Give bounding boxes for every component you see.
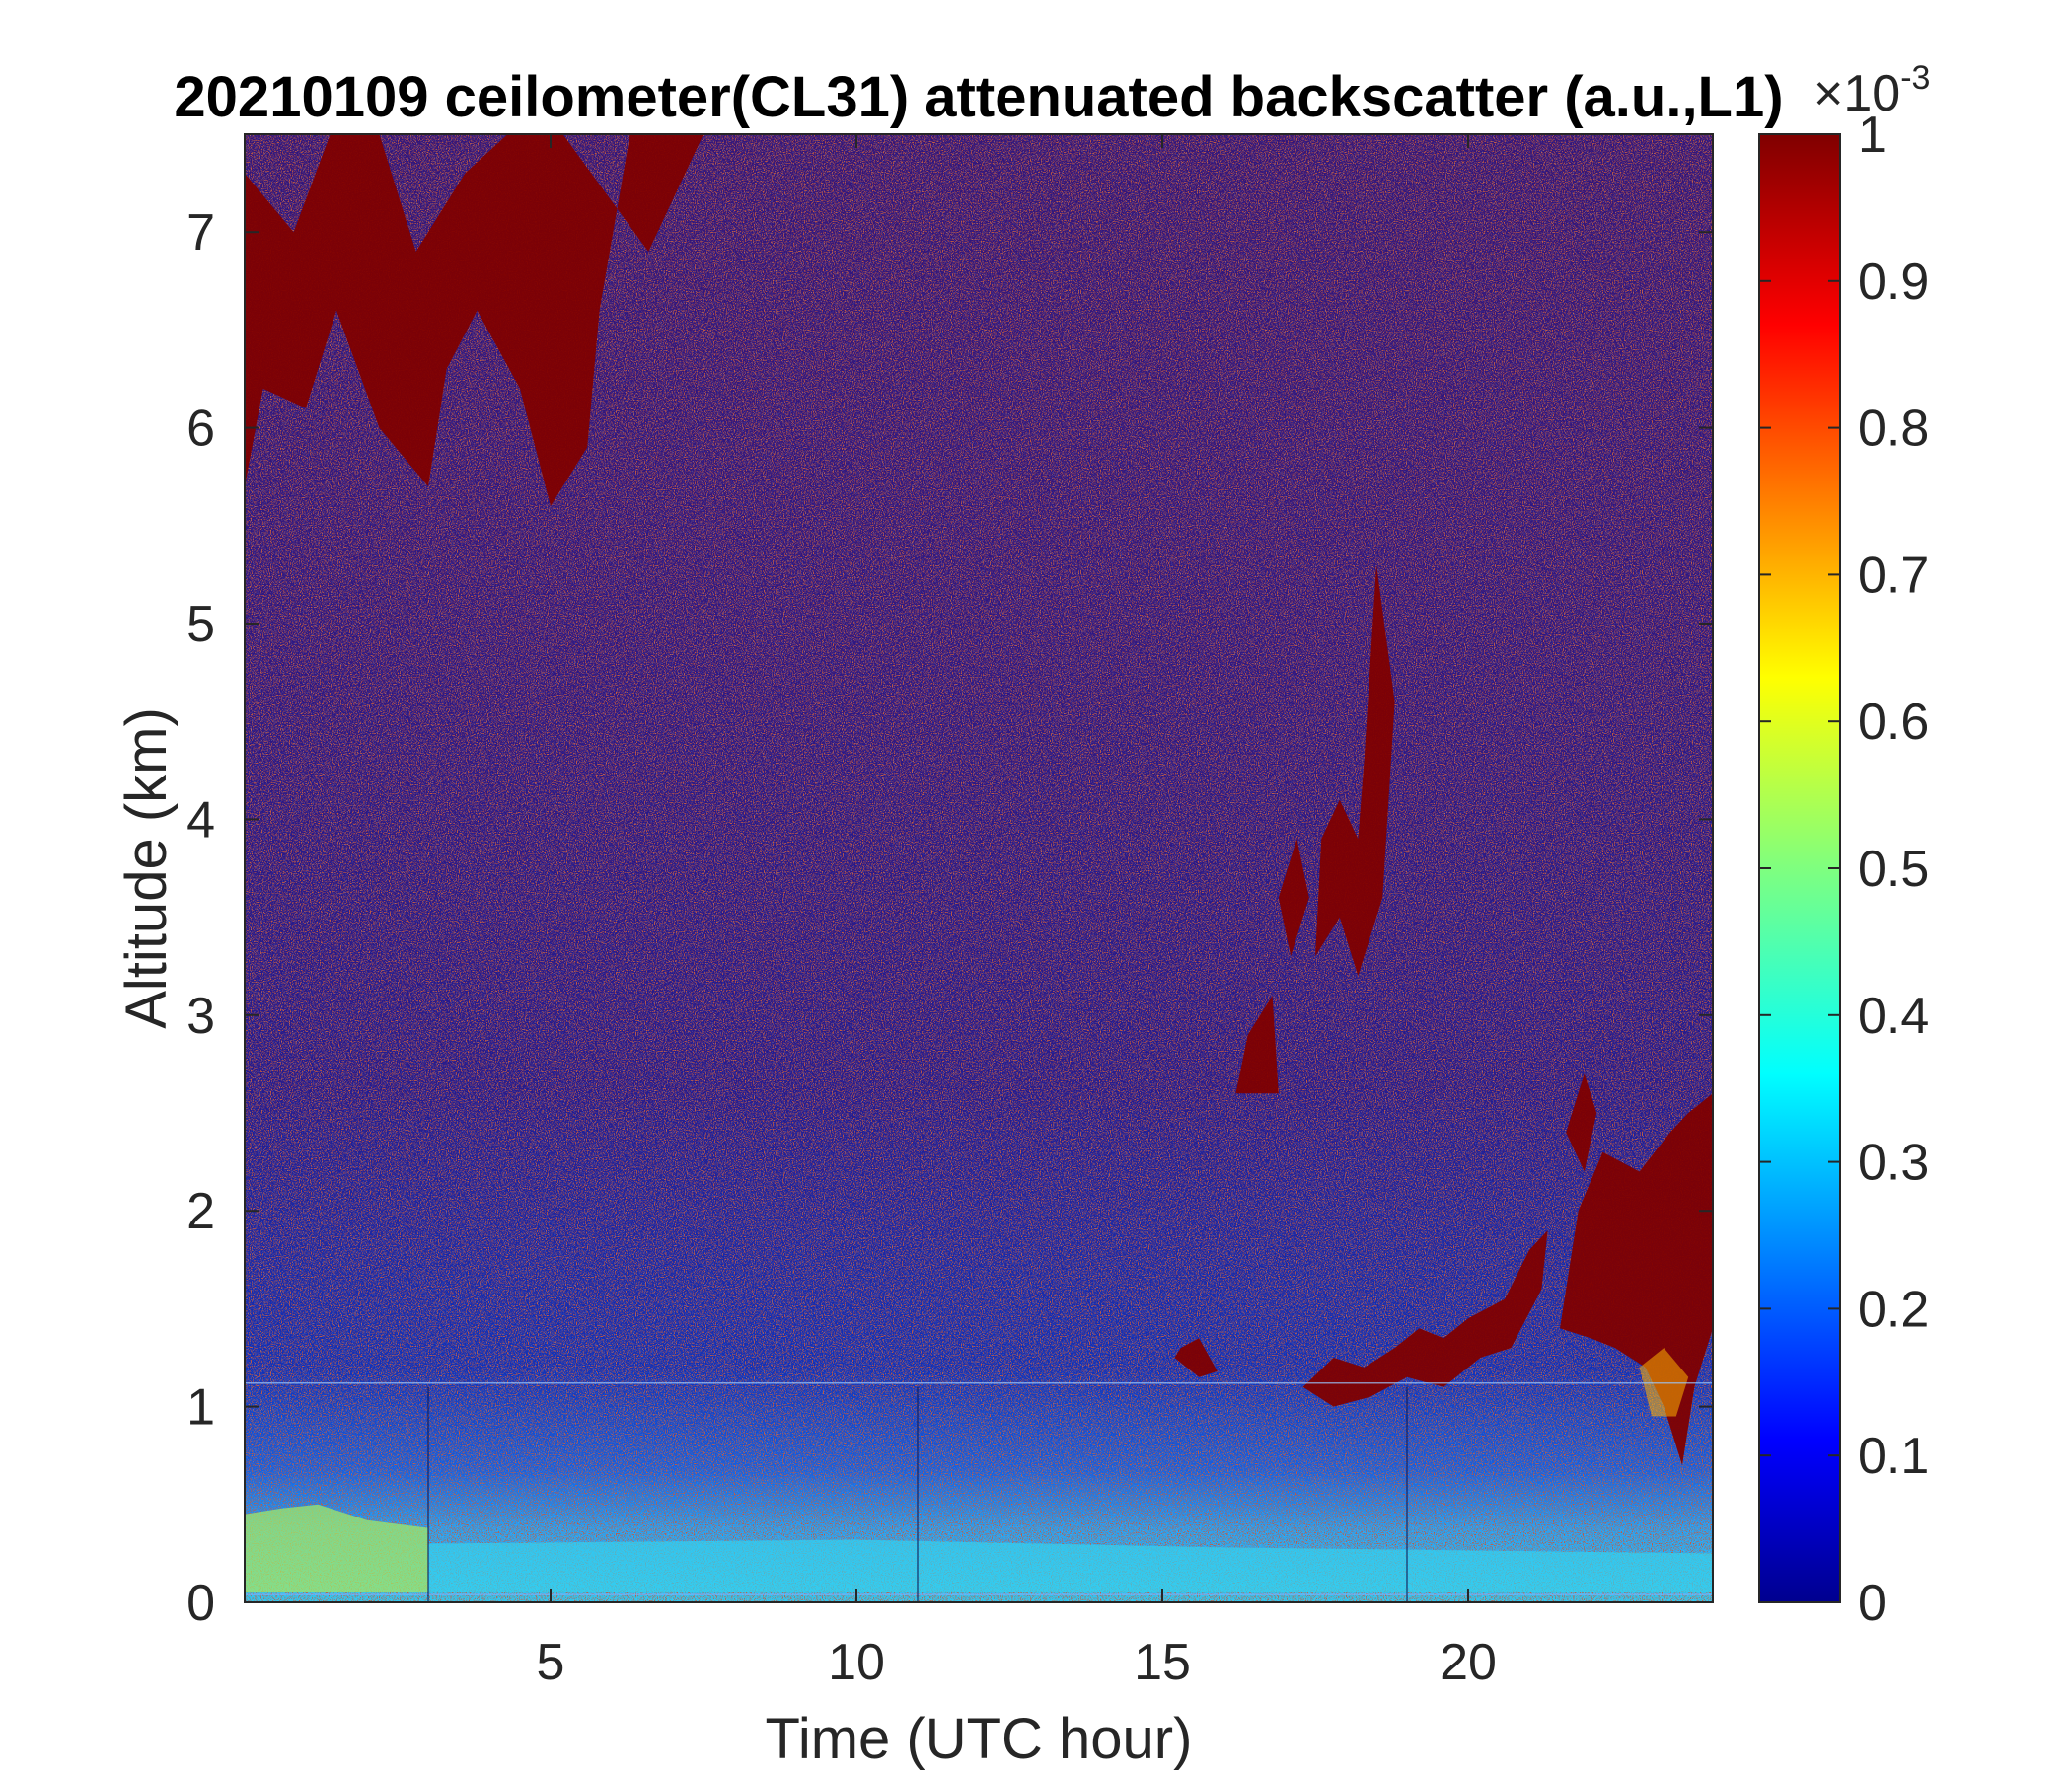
colorbar-tick-label: 0.5 [1858, 841, 1929, 898]
surface-aerosol-blob [245, 1504, 428, 1602]
y-tick-label: 2 [186, 1183, 215, 1240]
y-tick-label: 1 [186, 1379, 215, 1437]
mid-cloud-blob-b [1278, 839, 1309, 957]
y-tick-label: 5 [186, 596, 215, 653]
colorbar-tick-label: 0.8 [1858, 401, 1929, 458]
x-tick-label: 10 [828, 1634, 885, 1691]
colorbar-tick-label: 0 [1858, 1575, 1887, 1632]
colorbar-tick-label: 0.9 [1858, 254, 1929, 311]
late-cloud-edge [1639, 1348, 1689, 1417]
colorbar-tick-label: 1 [1858, 107, 1887, 164]
colorbar-tick-label: 0.6 [1858, 694, 1929, 751]
colorbar-tick-label: 0.4 [1858, 988, 1929, 1045]
colorbar-tick-label: 0.7 [1858, 547, 1929, 604]
boundary-layer-blob [428, 1539, 1713, 1593]
mid-cloud-blob-a [1235, 996, 1279, 1094]
colorbar-tick-label: 0.3 [1858, 1135, 1929, 1192]
heatmap-noise-texture-light [245, 134, 1713, 1602]
colorbar-tick-label: 0.1 [1858, 1428, 1929, 1485]
colorbar-tick-label: 0.2 [1858, 1281, 1929, 1338]
plot-frame [244, 133, 1714, 1603]
heatmap-plot-area [245, 134, 1713, 1602]
x-tick-label: 15 [1134, 1634, 1191, 1691]
y-tick-label: 0 [186, 1575, 215, 1632]
y-tick-label: 3 [186, 988, 215, 1045]
y-tick-label: 4 [186, 791, 215, 849]
y-axis-label: Altitude (km) [114, 707, 179, 1029]
x-axis-label: Time (UTC hour) [766, 1707, 1193, 1771]
low-cloud-blob-a [1174, 1338, 1218, 1377]
x-tick-label: 5 [537, 1634, 565, 1691]
x-tick-label: 20 [1440, 1634, 1497, 1691]
upper-cirrus-blob [245, 134, 703, 506]
y-tick-label: 6 [186, 401, 215, 458]
late-cloud-blob-b [1566, 1073, 1597, 1172]
chart-title: 20210109 ceilometer(CL31) attenuated bac… [174, 65, 1783, 129]
colorbar-exponent-power: -3 [1900, 59, 1930, 97]
y-tick-label: 7 [186, 204, 215, 261]
mid-cloud-blob-c [1315, 564, 1395, 977]
colorbar [1758, 133, 1841, 1603]
low-cloud-blob-b [1302, 1230, 1548, 1407]
colorbar-exponent-label: ×10-3 [1813, 59, 1930, 122]
